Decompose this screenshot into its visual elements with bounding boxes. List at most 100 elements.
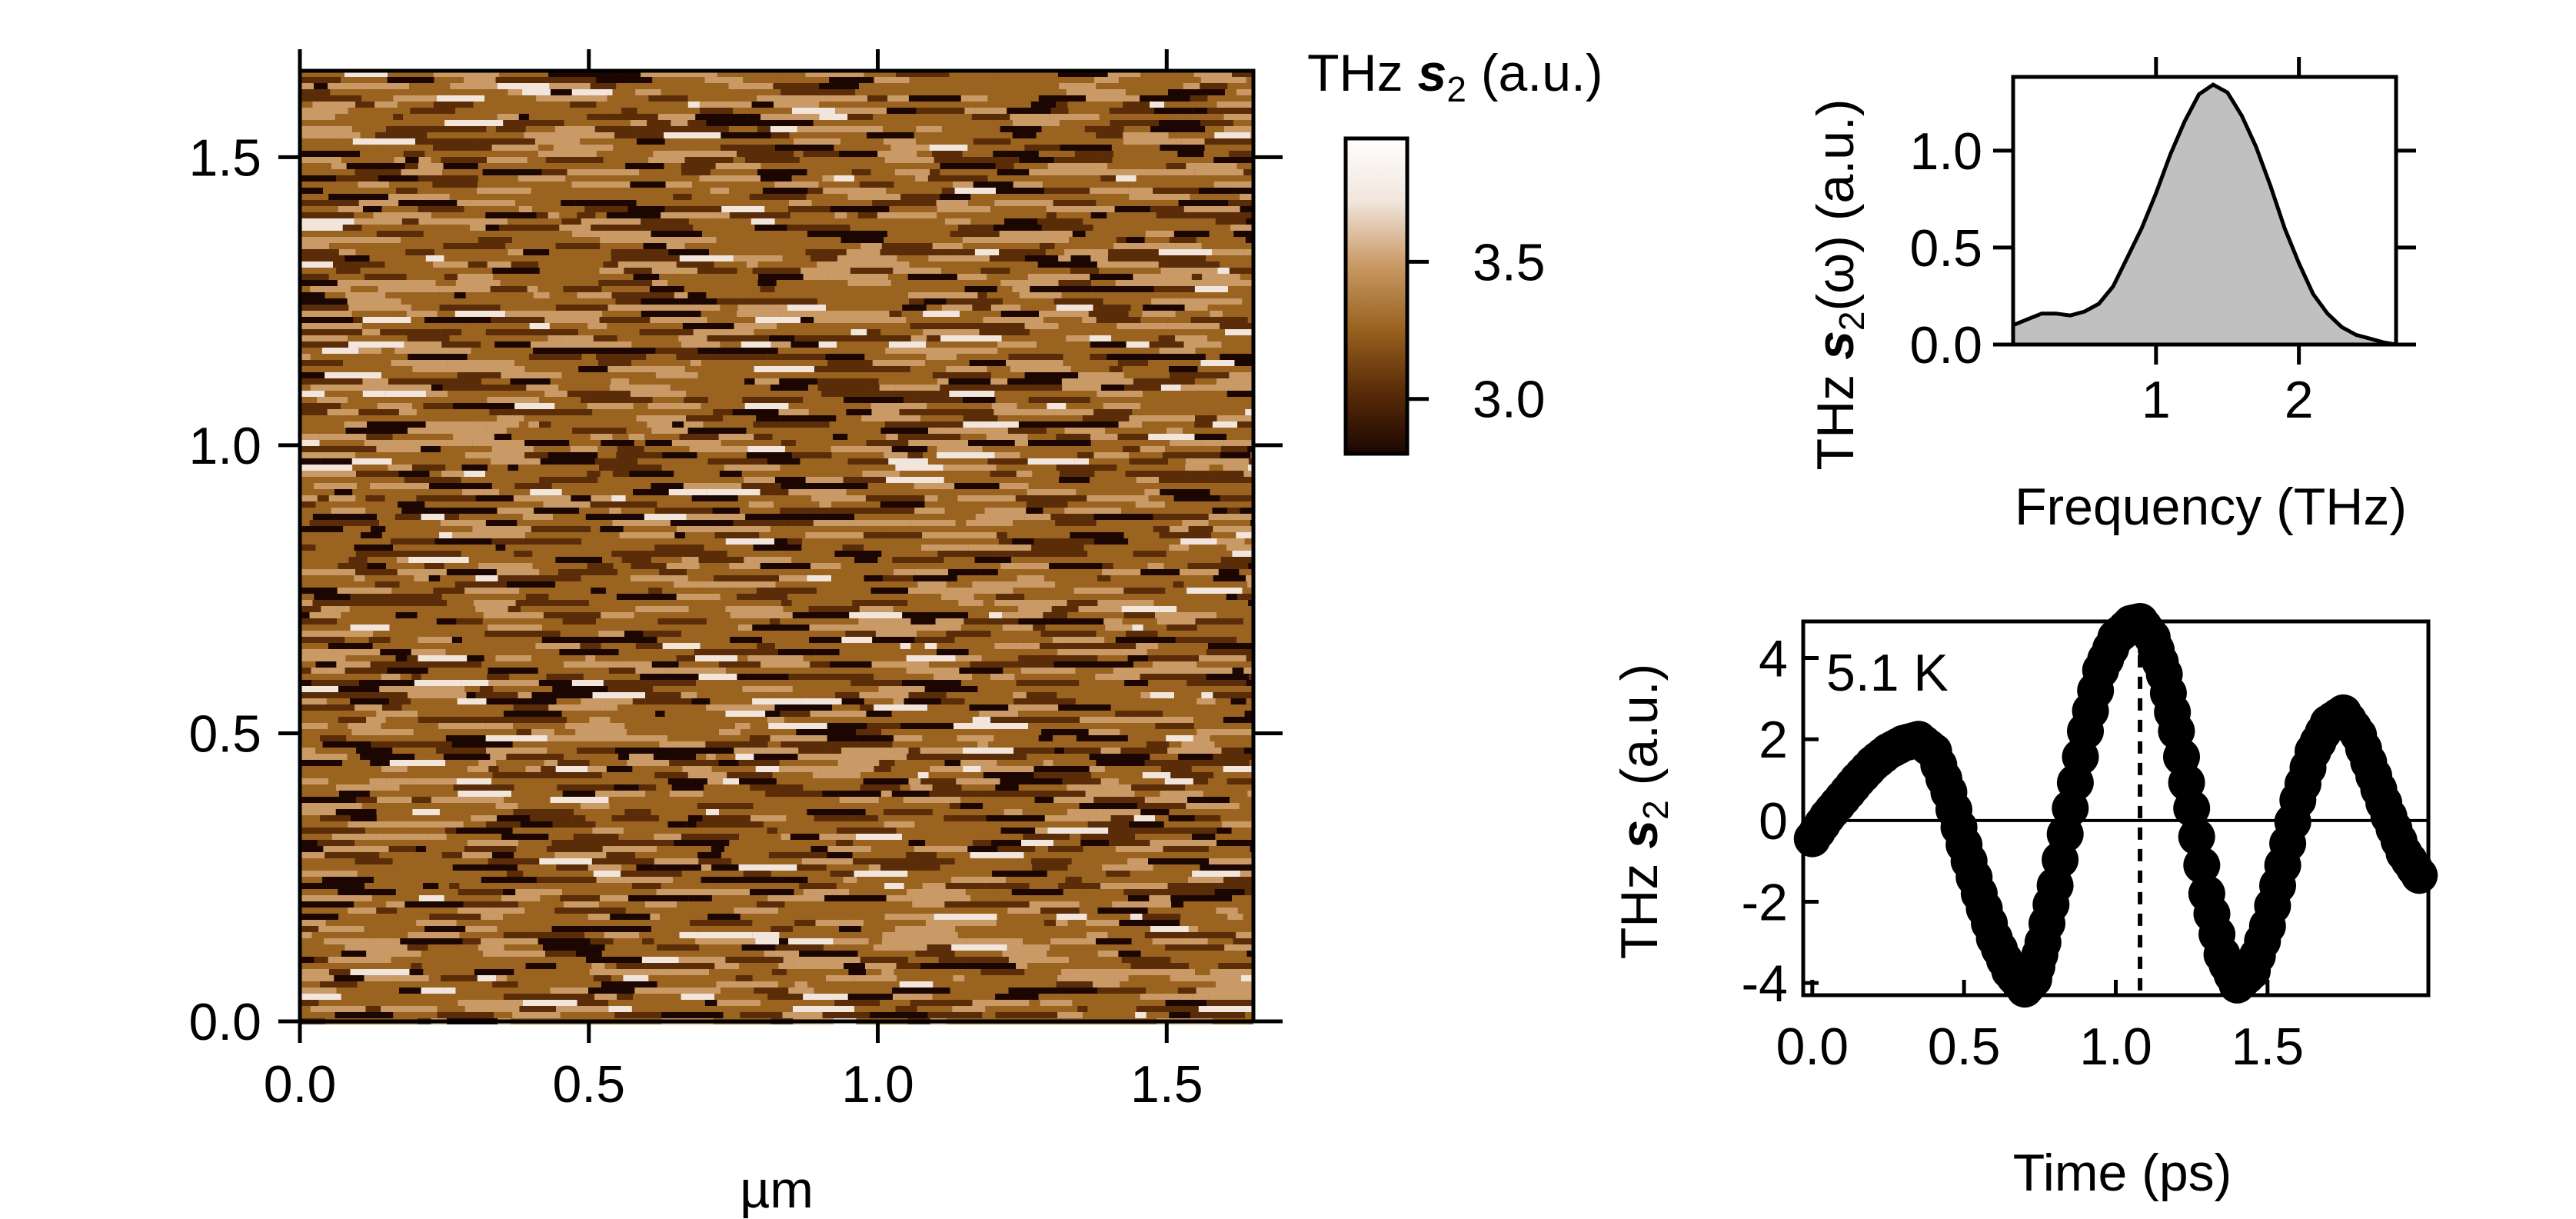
heatmap-cell	[667, 200, 725, 206]
heatmap-cell	[867, 483, 914, 489]
heatmap-cell	[827, 311, 890, 317]
heatmap-cell	[1236, 89, 1253, 95]
heatmap-cell	[817, 298, 840, 305]
heatmap-cell	[794, 335, 850, 341]
heatmap-cell	[545, 951, 576, 957]
heatmap-cell	[927, 335, 941, 341]
heatmap-cell	[314, 483, 358, 489]
heatmap-cell	[743, 871, 771, 877]
heatmap-cell	[960, 1000, 973, 1006]
heatmap-cell	[350, 864, 395, 871]
heatmap-cell	[1208, 520, 1251, 526]
heatmap-cell	[1108, 182, 1163, 188]
heatmap-cell	[997, 477, 1033, 483]
heatmap-cell	[687, 612, 731, 618]
heatmap-cell	[1064, 428, 1106, 434]
heatmap-cell	[487, 255, 514, 261]
heatmap-cell	[1033, 772, 1060, 778]
heatmap-cell	[580, 138, 637, 145]
heatmap-cell	[336, 538, 391, 545]
heatmap-cell	[437, 1012, 494, 1018]
heatmap-cell	[401, 815, 446, 821]
heatmap-cell	[554, 261, 604, 268]
heatmap-cell	[538, 151, 597, 157]
heatmap-cell	[810, 563, 841, 569]
heatmap-cell	[407, 944, 428, 951]
heatmap-cell	[730, 612, 793, 618]
heatmap-cell	[829, 77, 874, 83]
heatmap-cell	[1107, 138, 1123, 145]
heatmap-cell	[569, 132, 615, 138]
heatmap-cell	[1043, 760, 1053, 766]
heatmap-cell	[1038, 95, 1086, 102]
heatmap-cell	[900, 784, 910, 791]
heatmap-cell	[488, 858, 540, 864]
heatmap-cell	[654, 772, 688, 778]
heatmap-cell	[448, 397, 469, 403]
heatmap-cell	[318, 766, 366, 772]
heatmap-cell	[1038, 994, 1097, 1000]
heatmap-cell	[726, 138, 774, 145]
heatmap-cell	[484, 95, 537, 102]
heatmap-cell	[698, 858, 732, 864]
heatmap-cell	[605, 588, 649, 594]
heatmap-cell	[1106, 871, 1130, 877]
heatmap-cell	[574, 809, 625, 815]
heatmap-cell	[485, 723, 514, 729]
heatmap-cell	[1189, 545, 1199, 551]
heatmap-cell	[1145, 545, 1170, 551]
heatmap-cell	[811, 200, 873, 206]
heatmap-cell	[934, 674, 973, 680]
heatmap-cell	[698, 581, 732, 588]
heatmap-cell	[1194, 723, 1218, 729]
heatmap-cell	[429, 471, 442, 477]
heatmap-cell	[551, 421, 589, 428]
heatmap-cell	[388, 846, 416, 852]
heatmap-cell	[699, 102, 752, 108]
heatmap-cell	[888, 341, 927, 348]
heatmap-cell	[354, 840, 377, 846]
heatmap-cell	[741, 944, 776, 951]
heatmap-cell	[353, 317, 363, 323]
heatmap-cell	[1120, 483, 1168, 489]
heatmap-cell	[435, 348, 471, 354]
heatmap-cell	[681, 994, 715, 1000]
heatmap-cell	[601, 951, 641, 957]
heatmap-cell	[630, 182, 666, 188]
heatmap-cell	[300, 249, 317, 255]
heatmap-cell	[1070, 255, 1091, 261]
heatmap-cell	[621, 194, 674, 200]
heatmap-cell	[376, 840, 436, 846]
heatmap-cell	[764, 951, 800, 957]
heatmap-cell	[822, 175, 834, 182]
heatmap-cell	[300, 957, 315, 963]
heatmap-cell	[930, 766, 964, 772]
heatmap-cell	[631, 360, 691, 366]
heatmap-cell	[1079, 908, 1098, 914]
heatmap-cell	[846, 624, 905, 631]
heatmap-cell	[641, 821, 668, 828]
heatmap-cell	[547, 846, 603, 852]
heatmap-cell	[604, 188, 663, 194]
heatmap-cell	[1066, 335, 1090, 341]
heatmap-cell	[1231, 828, 1253, 834]
heatmap-cell	[394, 741, 452, 748]
heatmap-cell	[946, 298, 1003, 305]
heatmap-cell	[1028, 440, 1091, 446]
heatmap-cell	[717, 520, 734, 526]
heatmap-cell	[443, 163, 478, 169]
heatmap-cell	[300, 969, 330, 975]
heatmap-cell	[645, 440, 672, 446]
heatmap-cell	[508, 465, 519, 471]
heatmap-cell	[629, 471, 674, 477]
heatmap-cell	[561, 218, 581, 225]
heatmap-cell	[846, 532, 864, 538]
heatmap-cell	[767, 354, 826, 360]
heatmap-cell	[1024, 372, 1079, 378]
heatmap-cell	[530, 624, 542, 631]
heatmap-cell	[997, 83, 1060, 89]
heatmap-cell	[908, 440, 968, 446]
heatmap-cell	[597, 477, 637, 483]
heatmap-cell	[544, 132, 570, 138]
heatmap-cell	[300, 692, 362, 698]
